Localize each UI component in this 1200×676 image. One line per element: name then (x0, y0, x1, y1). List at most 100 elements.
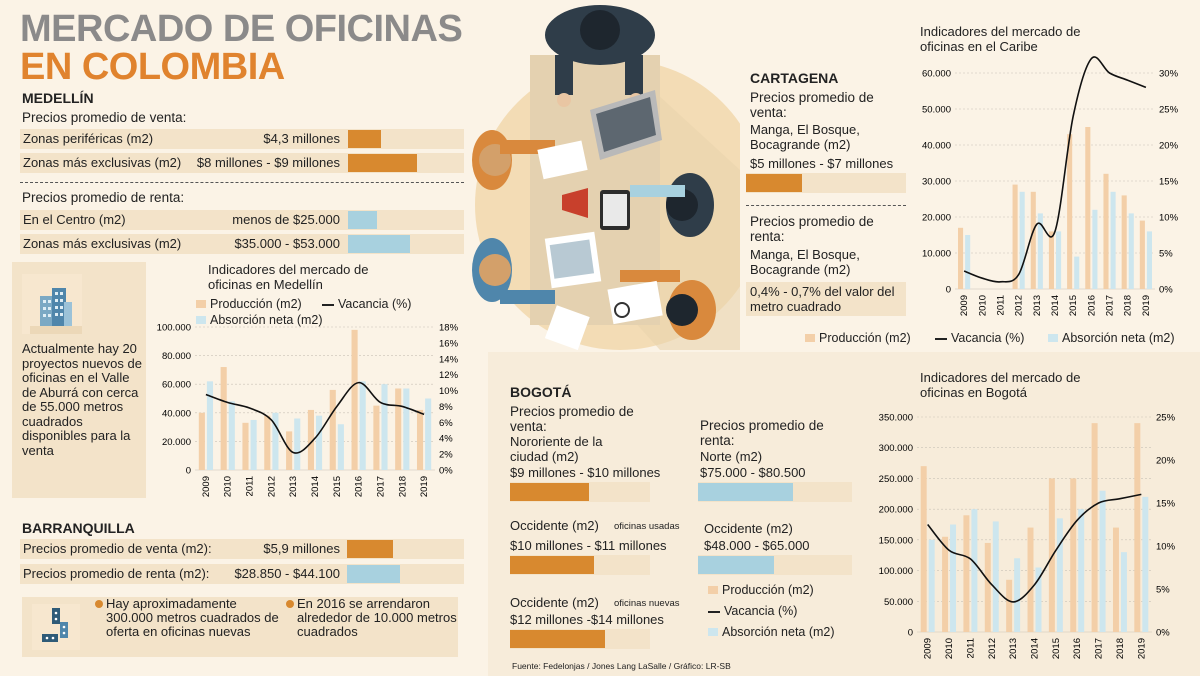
x-tick-label: 2010 (944, 638, 955, 659)
y-tick-label-right: 8% (439, 402, 453, 413)
bar-absorcion (1014, 558, 1021, 632)
barranquilla-note-panel: Hay aproximadamente 300.000 metros cuadr… (22, 597, 458, 657)
barranquilla-bar-1 (347, 540, 393, 558)
bar-absorcion (1099, 490, 1106, 632)
y-tick-label-left: 100.000 (879, 566, 913, 577)
bar-absorcion (1142, 496, 1149, 632)
bogota-sale1-value: $9 millones - $10 millones (510, 465, 661, 480)
legend-label: Absorción neta (m2) (722, 625, 835, 639)
bar-produccion (1121, 195, 1127, 289)
bogota-sale3-value: $12 millones -$14 millones (510, 612, 664, 627)
medellin-sale-row-2: Zonas más exclusivas (m2) $8 millones - … (20, 153, 464, 173)
x-tick-label: 2012 (266, 476, 277, 497)
cartagena-rent-area: Manga, El Bosque, Bocagrande (m2) (750, 247, 860, 277)
bar-produccion (1112, 527, 1119, 632)
bar-produccion (416, 409, 424, 470)
bogota-sale1-row (510, 482, 650, 502)
y-tick-label-right: 5% (1159, 249, 1173, 260)
y-tick-label-left: 100.000 (157, 323, 191, 334)
y-tick-label-left: 0 (908, 628, 913, 639)
bar-produccion (1139, 220, 1145, 289)
bogota-legend-prod: Producción (m2) (708, 583, 814, 597)
legend-swatch (935, 337, 947, 340)
bar-absorcion (1074, 256, 1080, 289)
barranquilla-value-2: $28.850 - $44.100 (234, 566, 340, 581)
bar-produccion (1067, 134, 1073, 289)
barranquilla-bar-2 (347, 565, 400, 583)
x-tick-label: 2010 (977, 295, 988, 316)
bar-absorcion (294, 418, 301, 470)
medellin-note: Actualmente hay 20 proyectos nuevos de o… (22, 341, 142, 458)
x-tick-label: 2014 (310, 476, 321, 497)
bar-absorcion (1128, 213, 1134, 289)
y-tick-label-right: 4% (439, 434, 453, 445)
cartagena-heading: CARTAGENA (750, 70, 839, 86)
y-tick-label-right: 5% (1156, 585, 1170, 596)
y-tick-label-right: 6% (439, 418, 453, 429)
x-tick-label: 2009 (959, 295, 970, 316)
x-tick-label: 2013 (288, 476, 299, 497)
x-tick-label: 2014 (1030, 638, 1041, 659)
legend-swatch (708, 610, 720, 613)
barranquilla-bullet-1: Hay aproximadamente 300.000 metros cuadr… (106, 596, 279, 639)
y-tick-label-left: 30.000 (922, 177, 951, 188)
bar-absorcion (381, 384, 388, 470)
line-vacancia (963, 56, 1147, 283)
barranquilla-row-1: Precios promedio de venta (m2): $5,9 mil… (20, 539, 464, 559)
y-tick-label-left: 50.000 (884, 597, 913, 608)
bar-absorcion (1146, 231, 1152, 289)
legend-label: Absorción neta (m2) (1062, 331, 1175, 345)
x-tick-label: 2016 (1086, 295, 1097, 316)
bogota-rent1-bar (698, 483, 793, 501)
bar-produccion (1085, 127, 1091, 289)
y-tick-label-right: 16% (439, 338, 459, 349)
bar-absorcion (1035, 567, 1042, 632)
bar-produccion (286, 431, 293, 470)
cartagena-sale-value: $5 millones - $7 millones (750, 156, 894, 171)
bullet-dot-icon (95, 600, 103, 608)
bogota-rent2-area: Occidente (m2) (704, 521, 793, 536)
y-tick-label-right: 15% (1156, 499, 1176, 510)
cartagena-rent-value: 0,4% - 0,7% del valor del metro cuadrado (750, 284, 895, 314)
y-tick-label-right: 10% (1156, 542, 1176, 553)
caribe-legend-prod: Producción (m2) (805, 331, 911, 345)
legend-swatch (805, 334, 815, 342)
y-tick-label-right: 25% (1159, 105, 1179, 116)
y-tick-label-left: 200.000 (879, 505, 913, 516)
x-tick-label: 2016 (354, 476, 365, 497)
bar-produccion (1048, 231, 1054, 289)
legend-label: Vacancia (%) (951, 331, 1025, 345)
y-tick-label-left: 250.000 (879, 474, 913, 485)
medellin-legend-prod: Producción (m2) (196, 297, 302, 311)
caribe-legend-vac: Vacancia (%) (935, 331, 1024, 345)
bar-absorcion (206, 381, 214, 470)
x-tick-label: 2011 (995, 295, 1006, 315)
medellin-sale-value-1: $4,3 millones (263, 131, 340, 146)
x-tick-label: 2019 (419, 476, 430, 497)
barranquilla-label-2: Precios promedio de renta (m2): (23, 566, 210, 581)
bar-produccion (198, 412, 205, 470)
y-tick-label-right: 2% (439, 450, 453, 461)
barranquilla-row-2: Precios promedio de renta (m2): $28.850 … (20, 564, 464, 584)
bar-absorcion (950, 524, 957, 632)
x-tick-label: 2015 (332, 476, 343, 497)
legend-swatch (196, 316, 206, 324)
y-tick-label-left: 20.000 (162, 437, 191, 448)
bogota-sale3-note: oficinas nuevas (614, 598, 680, 609)
bogota-heading: BOGOTÁ (510, 384, 572, 400)
building-icon (22, 274, 82, 334)
bar-absorcion (1037, 213, 1043, 289)
office-table-illustration (472, 5, 740, 350)
bar-absorcion (403, 388, 410, 470)
x-tick-label: 2010 (223, 476, 234, 497)
bogota-rent1-value: $75.000 - $80.500 (700, 465, 806, 480)
y-tick-label-right: 10% (439, 386, 459, 397)
x-tick-label: 2011 (245, 476, 256, 496)
bogota-sale1-bar (510, 483, 589, 501)
bar-absorcion (1056, 518, 1063, 632)
bar-produccion (1103, 173, 1109, 289)
medellin-legend-vac: Vacancia (%) (322, 297, 411, 311)
medellin-sale-bar-2 (348, 154, 417, 172)
legend-label: Producción (m2) (819, 331, 911, 345)
medellin-sale-label-1: Zonas periféricas (m2) (23, 131, 154, 146)
